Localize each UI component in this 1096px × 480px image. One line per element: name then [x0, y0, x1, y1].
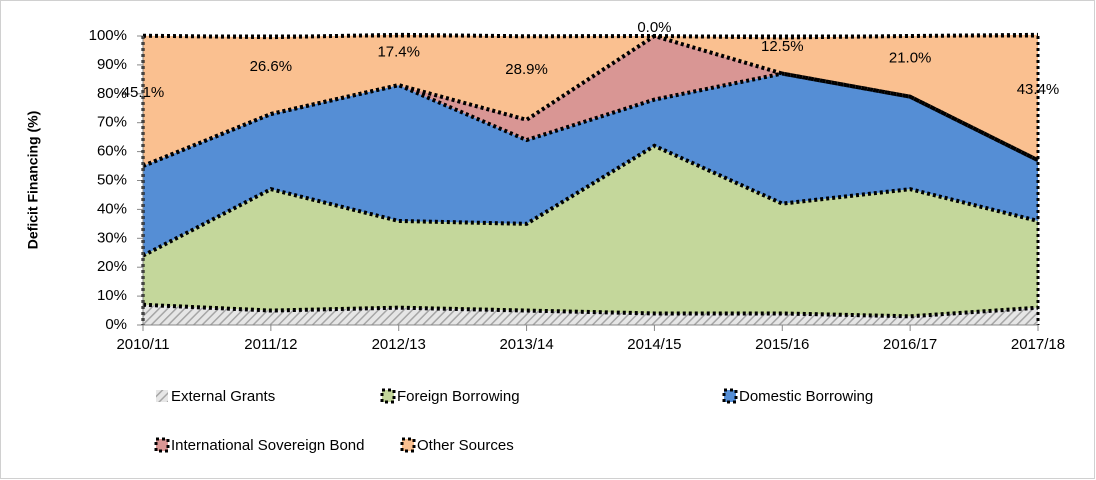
y-tick-label: 40% [97, 200, 127, 217]
area [143, 36, 1038, 167]
legend-label: External Grants [171, 388, 275, 405]
area [143, 145, 1038, 317]
y-tick-label: 30% [97, 229, 127, 246]
x-tick-label: 2016/17 [883, 336, 937, 353]
data-label: 43.4% [1017, 81, 1060, 98]
data-label: 12.5% [761, 38, 804, 55]
legend-label: Domestic Borrowing [739, 388, 873, 405]
y-tick-label: 10% [97, 287, 127, 304]
data-label: 28.9% [505, 61, 548, 78]
x-tick-label: 2017/18 [1011, 336, 1065, 353]
legend-swatch [722, 388, 738, 404]
legend-label: Other Sources [417, 437, 514, 454]
x-tick-label: 2013/14 [499, 336, 553, 353]
data-label: 17.4% [377, 44, 420, 61]
y-tick-label: 50% [97, 171, 127, 188]
x-tick-label: 2014/15 [627, 336, 681, 353]
y-axis-title: Deficit Financing (%) [25, 111, 41, 249]
y-tick-label: 80% [97, 85, 127, 102]
y-tick-label: 60% [97, 143, 127, 160]
legend-swatch [400, 437, 416, 453]
y-tick-label: 20% [97, 258, 127, 275]
area [143, 73, 1038, 256]
legend-swatch [156, 390, 168, 402]
area [143, 34, 1038, 167]
area-outline [142, 302, 1039, 319]
data-label: 0.0% [637, 19, 671, 36]
legend-swatch [380, 388, 396, 404]
x-tick-label: 2010/11 [116, 336, 169, 353]
legend-swatch [154, 437, 170, 453]
data-label: 26.6% [250, 58, 293, 75]
y-tick-label: 100% [89, 27, 127, 44]
y-tick-label: 70% [97, 114, 127, 131]
x-tick-label: 2011/12 [244, 336, 297, 353]
y-tick-label: 0% [105, 316, 127, 333]
x-tick-label: 2012/13 [372, 336, 426, 353]
data-label: 21.0% [889, 49, 932, 66]
y-tick-label: 90% [97, 56, 127, 73]
legend-label: Foreign Borrowing [397, 388, 520, 405]
area-outline [142, 71, 1039, 168]
x-tick-label: 2015/16 [755, 336, 809, 353]
legend-label: International Sovereign Bond [171, 437, 364, 454]
